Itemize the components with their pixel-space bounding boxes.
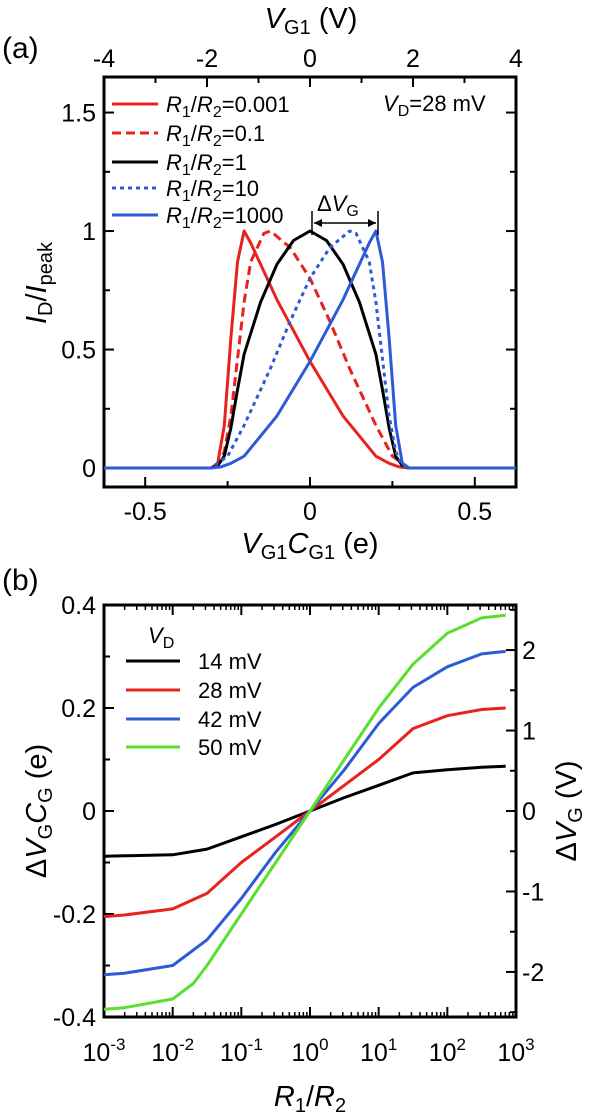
y2-tick-label: -2: [522, 959, 544, 987]
legend-item-42mv: 42 mV: [126, 707, 262, 732]
legend-item-r1r2-1000: R1/R2=1000: [112, 203, 284, 232]
panel-a-vd-annotation: VD=28 mV: [383, 91, 486, 120]
panel-a-x-axis-label: VG1CG1 (e): [241, 528, 378, 564]
legend-item-14mv: 14 mV: [126, 649, 262, 674]
panel-a-y-axis-label: ID/Ipeak: [21, 241, 57, 324]
panel-a: (a) VG1 (V) -0.5 0 0.5 -4 -2 0 2 4 0 0.5 1 1.5 ID/I…: [2, 3, 523, 564]
panel-b: (b) 10-3 10-2 10-1 100 101 102 103-0.4-0.200.2…: [2, 564, 587, 1117]
series-line-3: [103, 613, 506, 1011]
legend-item-r1r2-1: R1/R2=1: [112, 150, 247, 179]
y-tick-label: 0: [82, 798, 96, 826]
legend-item-r1r2-01: R1/R2=0.1: [112, 121, 265, 150]
panel-a-ticks: -0.5 0 0.5 -4 -2 0 2 4 0 0.5 1 1.5: [61, 45, 523, 526]
legend-label: R1/R2=10: [166, 176, 259, 205]
y-tick-label: 1.5: [61, 100, 96, 128]
x-tick-label: 103: [497, 1035, 534, 1067]
panel-b-legend: VD 14 mV 28 mV 42 mV 50 mV: [126, 623, 262, 760]
x-tick-label: 0.5: [457, 498, 492, 526]
x-tick-label: 10-2: [151, 1035, 194, 1067]
series-line-3: [104, 229, 516, 470]
x-tick-label: 100: [291, 1035, 328, 1067]
x2-tick-label: -4: [93, 45, 115, 73]
series-line-4: [104, 229, 516, 470]
panel-b-legend-title: VD: [148, 623, 174, 652]
legend-item-28mv: 28 mV: [126, 678, 262, 703]
series-line-0: [104, 229, 516, 470]
y-tick-label: 0.4: [61, 592, 96, 620]
y-tick-label: -0.2: [53, 901, 96, 929]
x2-tick-label: 2: [406, 45, 420, 73]
panel-a-dvg-annotation: ΔVG: [317, 191, 359, 220]
y-tick-label: 0.2: [61, 695, 96, 723]
x2-tick-label: -2: [196, 45, 218, 73]
legend-label: R1/R2=1000: [166, 203, 284, 232]
legend-item-r1r2-10: R1/R2=10: [112, 176, 259, 205]
y2-tick-label: 2: [522, 637, 536, 665]
panel-b-x-axis-label: R1/R2: [274, 1081, 346, 1117]
panel-a-dvg-arrowhead-left: [314, 219, 322, 227]
y-tick-label: -0.4: [53, 1004, 96, 1032]
x2-tick-label: 4: [509, 45, 523, 73]
panel-b-label: (b): [2, 564, 39, 597]
panel-a-series: [104, 229, 516, 470]
y-tick-label: 0: [82, 455, 96, 483]
y2-tick-label: 1: [522, 718, 536, 746]
legend-label: 28 mV: [198, 678, 262, 703]
panel-b-y-axis-label: ΔVGCG (e): [21, 744, 57, 878]
legend-label: 14 mV: [198, 649, 262, 674]
x-tick-label: 102: [429, 1035, 466, 1067]
panel-a-legend: R1/R2=0.001 R1/R2=0.1 R1/R2=1 R1/R2=10 R…: [112, 92, 290, 232]
panel-b-series: [103, 613, 506, 1011]
y2-tick-label: -1: [522, 878, 544, 906]
x-tick-label: 0: [303, 498, 317, 526]
legend-label: R1/R2=0.001: [166, 92, 290, 121]
x2-tick-label: 0: [303, 45, 317, 73]
panel-b-right-axis-label: ΔVG (V): [551, 761, 587, 862]
x-tick-label: 101: [360, 1035, 397, 1067]
y2-tick-label: 0: [522, 798, 536, 826]
panel-b-ticks: 10-3 10-2 10-1 100 101 102 103-0.4-0.200.20.4-…: [53, 592, 544, 1067]
legend-label: 42 mV: [198, 707, 262, 732]
panel-a-label: (a): [2, 32, 39, 65]
legend-item-r1r2-0001: R1/R2=0.001: [112, 92, 290, 121]
series-line-2: [104, 229, 516, 470]
series-line-0: [103, 764, 506, 858]
x-tick-label: 10-3: [83, 1035, 126, 1067]
legend-item-50mv: 50 mV: [126, 735, 262, 760]
legend-label: R1/R2=0.1: [166, 121, 265, 150]
legend-label: R1/R2=1: [166, 150, 247, 179]
series-line-1: [104, 229, 516, 470]
x-tick-label: 10-1: [220, 1035, 263, 1067]
y-tick-label: 1: [82, 218, 96, 246]
panel-a-dvg-arrowhead-right: [368, 219, 376, 227]
x-tick-label: -0.5: [124, 498, 167, 526]
y-tick-label: 0.5: [61, 337, 96, 365]
legend-label: 50 mV: [198, 735, 262, 760]
panel-a-top-axis-label: VG1 (V): [265, 3, 358, 39]
